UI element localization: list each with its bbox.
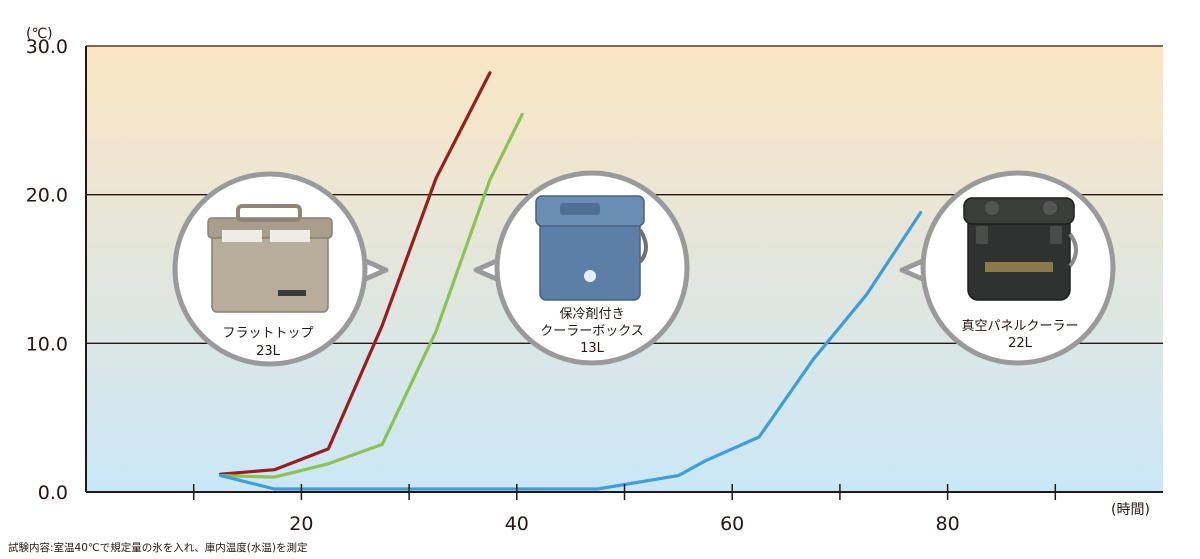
y-tick-label: 20.0	[26, 185, 68, 207]
blue-cooler-box-illustration	[535, 195, 648, 301]
annotation-bubble-flat-top: フラットトップ 23L	[172, 171, 389, 367]
x-tick-labels: 20 40 60 80	[289, 513, 959, 535]
bubble-label-blue-cooler-line3: 13L	[580, 341, 605, 356]
y-tick-label: 0.0	[38, 482, 68, 504]
x-tick-label: 20	[289, 513, 313, 535]
series-line-0	[219, 71, 492, 476]
series-line-2	[219, 210, 923, 491]
black-vacuum-cooler-illustration	[963, 197, 1078, 301]
annotation-bubble-blue-cooler: 保冷剤付き クーラーボックス 13L	[473, 170, 690, 366]
bubble-label-blue-cooler-line2: クーラーボックス	[540, 324, 644, 339]
footnote: 試験内容:室温40℃で規定量の氷を入れ、庫内温度(水温)を測定	[8, 542, 308, 554]
series-line-1	[219, 112, 524, 479]
bubble-label-flat-top-line1: フラットトップ	[222, 326, 313, 341]
y-tick-label: 30.0	[26, 36, 68, 58]
y-tick-label: 10.0	[26, 333, 68, 355]
bubble-label-blue-cooler-line1: 保冷剤付き	[559, 306, 624, 322]
bubble-label-vacuum-cooler-line2: 22L	[1008, 336, 1033, 351]
y-axis-label: (℃)	[26, 26, 53, 42]
x-tick-label: 60	[720, 513, 744, 535]
bubble-label-flat-top-line2: 23L	[256, 344, 281, 359]
flat-top-cooler-illustration	[207, 204, 333, 313]
x-axis-label: (時間)	[1111, 502, 1150, 518]
annotation-bubble-vacuum-cooler: 真空パネルクーラー 22L	[899, 170, 1116, 366]
x-ticks	[192, 484, 1057, 500]
x-tick-label: 80	[936, 513, 960, 535]
y-tick-labels: 0.0 10.0 20.0 30.0	[26, 36, 68, 504]
x-tick-label: 40	[505, 513, 529, 535]
bubble-label-vacuum-cooler-line1: 真空パネルクーラー	[961, 319, 1078, 334]
series-group	[219, 71, 923, 491]
